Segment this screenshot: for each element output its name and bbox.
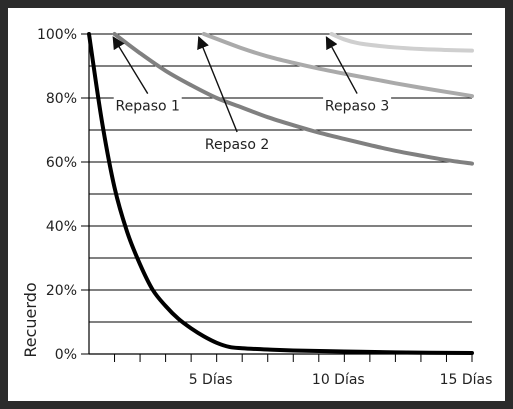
series-line: [329, 32, 474, 53]
chart-frame: Repaso 1 Repaso 2 Repaso 3 0% 20% 40% 60% 80% 1…: [8, 8, 505, 401]
tick-labels: 0% 20% 40% 60% 80% 100% 5 Días 10 Días 15 Días: [37, 27, 492, 388]
annotations: Repaso 1 Repaso 2 Repaso 3: [112, 36, 392, 153]
y-tick-label: 0%: [55, 347, 77, 363]
y-axis-label: Recuerdo: [21, 282, 40, 357]
annotation-label-bg: [113, 96, 182, 115]
annotation-label: Repaso 3: [325, 99, 389, 115]
x-tick-label: 15 Días: [440, 372, 493, 388]
annotation-label-bg: [323, 96, 392, 115]
series-line: [112, 32, 474, 166]
annotation-label: Repaso 1: [116, 99, 180, 115]
axes: [81, 33, 473, 362]
series-line: [201, 32, 474, 99]
y-tick-label: 60%: [46, 155, 77, 171]
forgetting-curve-chart: Repaso 1 Repaso 2 Repaso 3 0% 20% 40% 60% 80% 1…: [21, 27, 492, 388]
annotation-arrow: [325, 36, 358, 94]
x-tick-label: 10 Días: [312, 372, 365, 388]
series-line: [87, 32, 474, 356]
annotation-label-bg: [203, 135, 272, 153]
annotation-label: Repaso 2: [205, 137, 269, 153]
y-tick-label: 100%: [37, 27, 77, 43]
annotation-arrow: [112, 36, 149, 94]
series-lines: [87, 32, 474, 356]
y-tick-label: 40%: [46, 219, 77, 235]
x-tick-label: 5 Días: [189, 372, 233, 388]
y-tick-label: 20%: [46, 283, 77, 299]
y-tick-label: 80%: [46, 91, 77, 107]
annotation-arrow: [197, 36, 238, 133]
